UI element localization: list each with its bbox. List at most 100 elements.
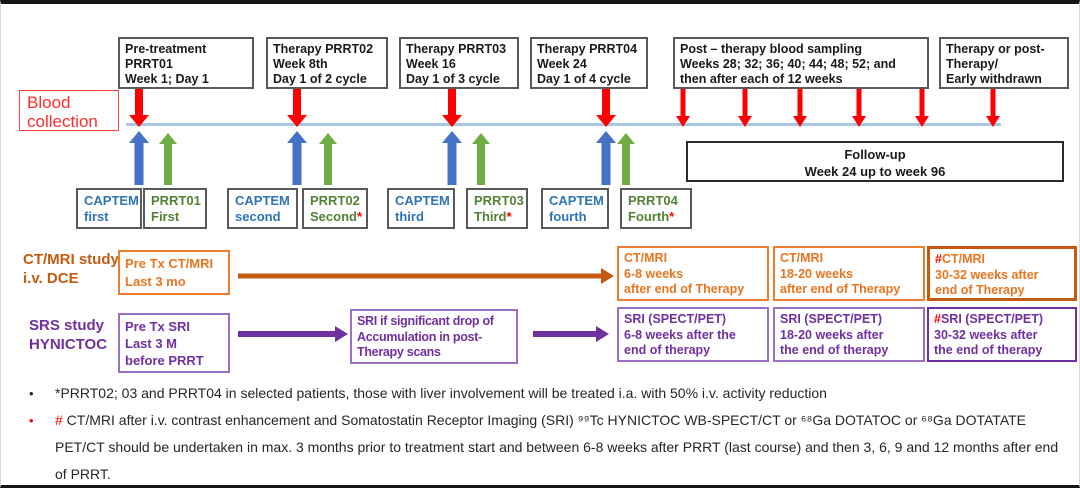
- box-line: end of therapy: [624, 343, 711, 357]
- event-box-line: Therapy PRRT03: [406, 42, 507, 56]
- ctmri-timepoint-box-2: CT/MRI 18-20 weeks after end of Therapy: [773, 246, 925, 301]
- label-line: CT/MRI study: [23, 251, 119, 268]
- footnote-star: *: [356, 209, 363, 224]
- blood-collection-line: collection: [27, 112, 98, 131]
- blood-draw-arrow-icon: [596, 89, 616, 127]
- footnotes: • *PRRT02; 03 and PRRT04 in selected pat…: [29, 380, 1069, 485]
- box-line: Last 3 mo: [125, 273, 186, 289]
- captem-up-arrow-icon: [129, 131, 149, 185]
- event-box-prrt03: Therapy PRRT03 Week 16 Day 1 of 3 cycle: [399, 37, 519, 89]
- event-box-line: Weeks 28; 32; 36; 40; 44; 48; 52; and: [680, 56, 896, 71]
- box-line: after end of Therapy: [624, 282, 745, 296]
- prrt-up-arrow-icon: [472, 133, 490, 185]
- sri-timepoint-box-1: SRI (SPECT/PET) 6-8 weeks after the end …: [617, 307, 769, 362]
- box-line: CT/MRI: [780, 251, 824, 265]
- prrt-up-arrow-icon: [159, 133, 177, 185]
- box-line: SRI (SPECT/PET): [940, 312, 1044, 326]
- treatment-drug: CAPTEM: [395, 193, 450, 208]
- captem-box-fourth: CAPTEM fourth: [541, 188, 609, 229]
- hash-mark: #: [934, 312, 941, 326]
- box-line: 18-20 weeks: [780, 266, 853, 281]
- bullet-icon: •: [29, 413, 34, 428]
- footnote-1: • *PRRT02; 03 and PRRT04 in selected pat…: [29, 380, 1069, 407]
- event-box-early-withdrawn: Therapy or post- Therapy/ Early withdraw…: [939, 37, 1069, 89]
- box-line: SRI (SPECT/PET): [624, 312, 727, 326]
- event-box-prrt04: Therapy PRRT04 Week 24 Day 1 of 4 cycle: [530, 37, 648, 89]
- treatment-order: second: [235, 209, 281, 224]
- timeline-axis: [126, 123, 1001, 126]
- box-line: Last 3 M: [125, 336, 178, 351]
- box-line: CT/MRI: [941, 252, 986, 266]
- footnote-star: *: [506, 209, 512, 224]
- box-line: 6-8 weeks: [624, 266, 684, 281]
- treatment-drug: PRRT04: [628, 193, 678, 208]
- event-box-line: Post – therapy blood sampling: [680, 42, 862, 56]
- event-box-post-therapy-sampling: Post – therapy blood sampling Weeks 28; …: [673, 37, 929, 89]
- label-line: HYNICTOC: [29, 336, 108, 353]
- treatment-order: first: [84, 209, 109, 224]
- footnote-text: CT/MRI after i.v. contrast enhancement a…: [55, 412, 1059, 482]
- prrt-up-arrow-icon: [617, 133, 635, 185]
- event-box-line: Therapy PRRT04: [537, 42, 638, 56]
- prrt-box-first: PRRT01 First: [143, 188, 207, 229]
- footnote-2: • # CT/MRI after i.v. contrast enhanceme…: [29, 407, 1069, 485]
- treatment-order: fourth: [549, 209, 587, 224]
- box-line: SRI if significant drop of: [357, 314, 494, 328]
- treatment-order: Fourth: [628, 209, 670, 224]
- box-line: the end of therapy: [934, 343, 1043, 357]
- event-box-line: Therapy PRRT02: [273, 42, 374, 56]
- event-box-line: Week 24: [537, 56, 587, 71]
- event-box-line: Week 1; Day 1: [125, 71, 209, 86]
- box-line: Accumulation in post-: [357, 329, 482, 344]
- treatment-drug: PRRT03: [474, 193, 524, 208]
- blood-collection-line: Blood: [27, 93, 71, 112]
- captem-up-arrow-icon: [442, 131, 462, 185]
- srs-flow-arrow-icon: [238, 326, 348, 342]
- treatment-order: Third: [474, 209, 507, 224]
- box-line: Pre Tx CT/MRI: [125, 256, 214, 271]
- footnote-star: *: [669, 209, 675, 224]
- blood-draw-arrow-icon: [738, 89, 752, 127]
- blood-draw-arrow-icon: [852, 89, 866, 127]
- box-line: after end of Therapy: [780, 282, 901, 296]
- srs-flow-arrow-icon: [533, 326, 609, 342]
- blood-draw-arrow-icon: [986, 89, 1000, 127]
- srs-study-label: SRS study HYNICTOC: [29, 316, 107, 354]
- treatment-order: Second: [310, 209, 357, 224]
- blood-draw-arrow-icon: [442, 89, 462, 127]
- box-line: 6-8 weeks after the: [624, 327, 736, 342]
- blood-draw-arrow-icon: [676, 89, 690, 127]
- box-line: Therapy scans: [357, 345, 441, 359]
- followup-box: Follow-up Week 24 up to week 96: [686, 141, 1064, 182]
- ctmri-flow-arrow-icon: [238, 268, 614, 284]
- event-box-line: Day 1 of 2 cycle: [273, 71, 367, 86]
- prrt-box-third: PRRT03 Third*: [466, 188, 528, 229]
- event-box-line: PRRT01: [125, 56, 173, 71]
- event-box-pretreatment: Pre-treatment PRRT01 Week 1; Day 1: [118, 37, 254, 89]
- event-box-line: Pre-treatment: [125, 42, 207, 56]
- box-line: CT/MRI: [624, 251, 668, 265]
- event-box-line: Week 8th: [273, 56, 328, 71]
- hash-mark: #: [55, 412, 63, 428]
- footnote-text: *PRRT02; 03 and PRRT04 in selected patie…: [55, 385, 827, 401]
- blood-collection-label: Blood collection: [19, 90, 119, 131]
- box-line: SRI (SPECT/PET): [780, 312, 883, 326]
- sri-timepoint-box-3: #SRI (SPECT/PET) 30-32 weeks after the e…: [927, 307, 1077, 362]
- blood-draw-arrow-icon: [793, 89, 807, 127]
- treatment-drug: PRRT02: [310, 193, 360, 208]
- pretx-sri-box: Pre Tx SRI Last 3 M before PRRT: [118, 313, 230, 373]
- ctmri-timepoint-box-1: CT/MRI 6-8 weeks after end of Therapy: [617, 246, 769, 301]
- treatment-drug: CAPTEM: [549, 193, 604, 208]
- captem-up-arrow-icon: [287, 131, 307, 185]
- box-line: 30-32 weeks after: [934, 327, 1038, 342]
- box-line: end of Therapy: [935, 283, 1025, 297]
- pretx-ctmri-box: Pre Tx CT/MRI Last 3 mo: [118, 250, 230, 295]
- treatment-drug: CAPTEM: [84, 193, 139, 208]
- event-box-line: Day 1 of 3 cycle: [406, 71, 500, 86]
- sri-timepoint-box-2: SRI (SPECT/PET) 18-20 weeks after the en…: [773, 307, 925, 362]
- bullet-icon: •: [29, 386, 34, 401]
- prrt-box-second: PRRT02 Second*: [302, 188, 368, 229]
- ctmri-study-label: CT/MRI study i.v. DCE: [23, 250, 119, 288]
- captem-box-third: CAPTEM third: [387, 188, 455, 229]
